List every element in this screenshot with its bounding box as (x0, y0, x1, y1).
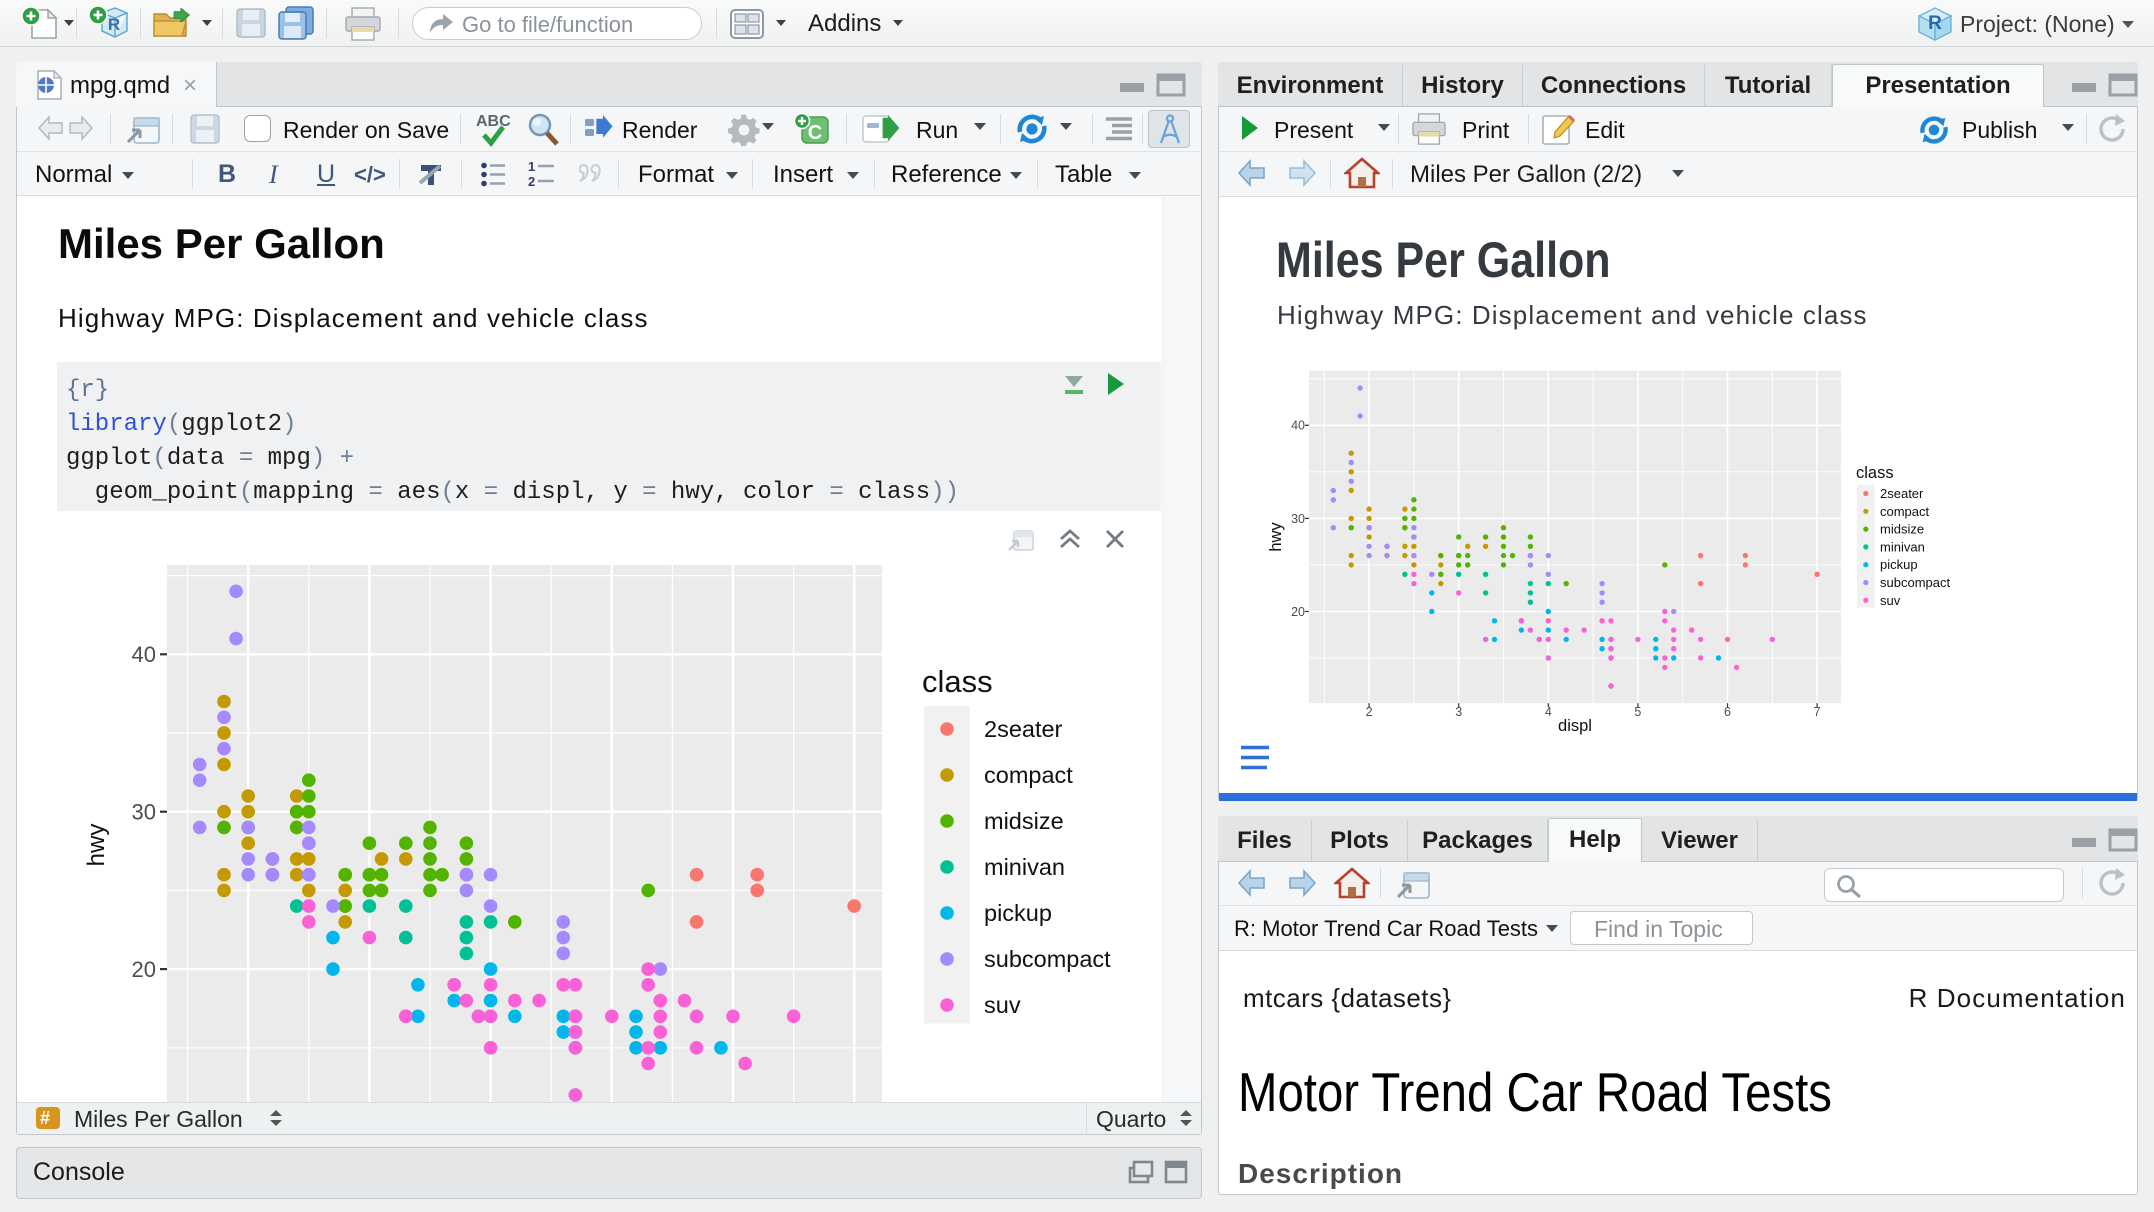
svg-text:displ: displ (1558, 717, 1592, 735)
svg-text:30: 30 (1291, 512, 1305, 526)
svg-text:subcompact: subcompact (984, 946, 1111, 972)
svg-text:ABC: ABC (476, 113, 511, 130)
svg-text:compact: compact (984, 762, 1073, 788)
svg-text:hwy: hwy (1267, 522, 1285, 552)
svg-text:subcompact: subcompact (1880, 575, 1950, 590)
svg-text:pickup: pickup (1880, 557, 1918, 572)
svg-text:20: 20 (132, 957, 156, 982)
svg-text:2seater: 2seater (1880, 486, 1924, 501)
svg-text:1: 1 (528, 160, 535, 174)
svg-text:pickup: pickup (984, 900, 1052, 926)
svg-text:5: 5 (1634, 705, 1641, 719)
svg-text:7: 7 (1814, 705, 1821, 719)
svg-text:R: R (1928, 13, 1942, 34)
svg-text:suv: suv (984, 992, 1021, 1018)
svg-text:40: 40 (132, 642, 156, 667)
svg-text:midsize: midsize (984, 808, 1064, 834)
svg-text:suv: suv (1880, 593, 1901, 608)
svg-text:minivan: minivan (984, 854, 1065, 880)
svg-text:2: 2 (528, 174, 535, 188)
svg-text:4: 4 (1545, 705, 1552, 719)
svg-text:20: 20 (1291, 605, 1305, 619)
svg-text:midsize: midsize (1880, 522, 1924, 537)
svg-text:40: 40 (1291, 419, 1305, 433)
svg-text:3: 3 (1455, 705, 1462, 719)
svg-text:2seater: 2seater (984, 716, 1063, 742)
svg-text:30: 30 (132, 799, 156, 824)
svg-text:R: R (108, 15, 120, 34)
svg-text:hwy: hwy (83, 824, 110, 867)
svg-text:compact: compact (1880, 504, 1930, 519)
svg-text:class: class (922, 664, 993, 699)
svg-text:C: C (808, 122, 822, 144)
svg-text:2: 2 (1366, 705, 1373, 719)
svg-text:minivan: minivan (1880, 539, 1925, 554)
svg-text:class: class (1856, 464, 1894, 482)
svg-text:6: 6 (1724, 705, 1731, 719)
